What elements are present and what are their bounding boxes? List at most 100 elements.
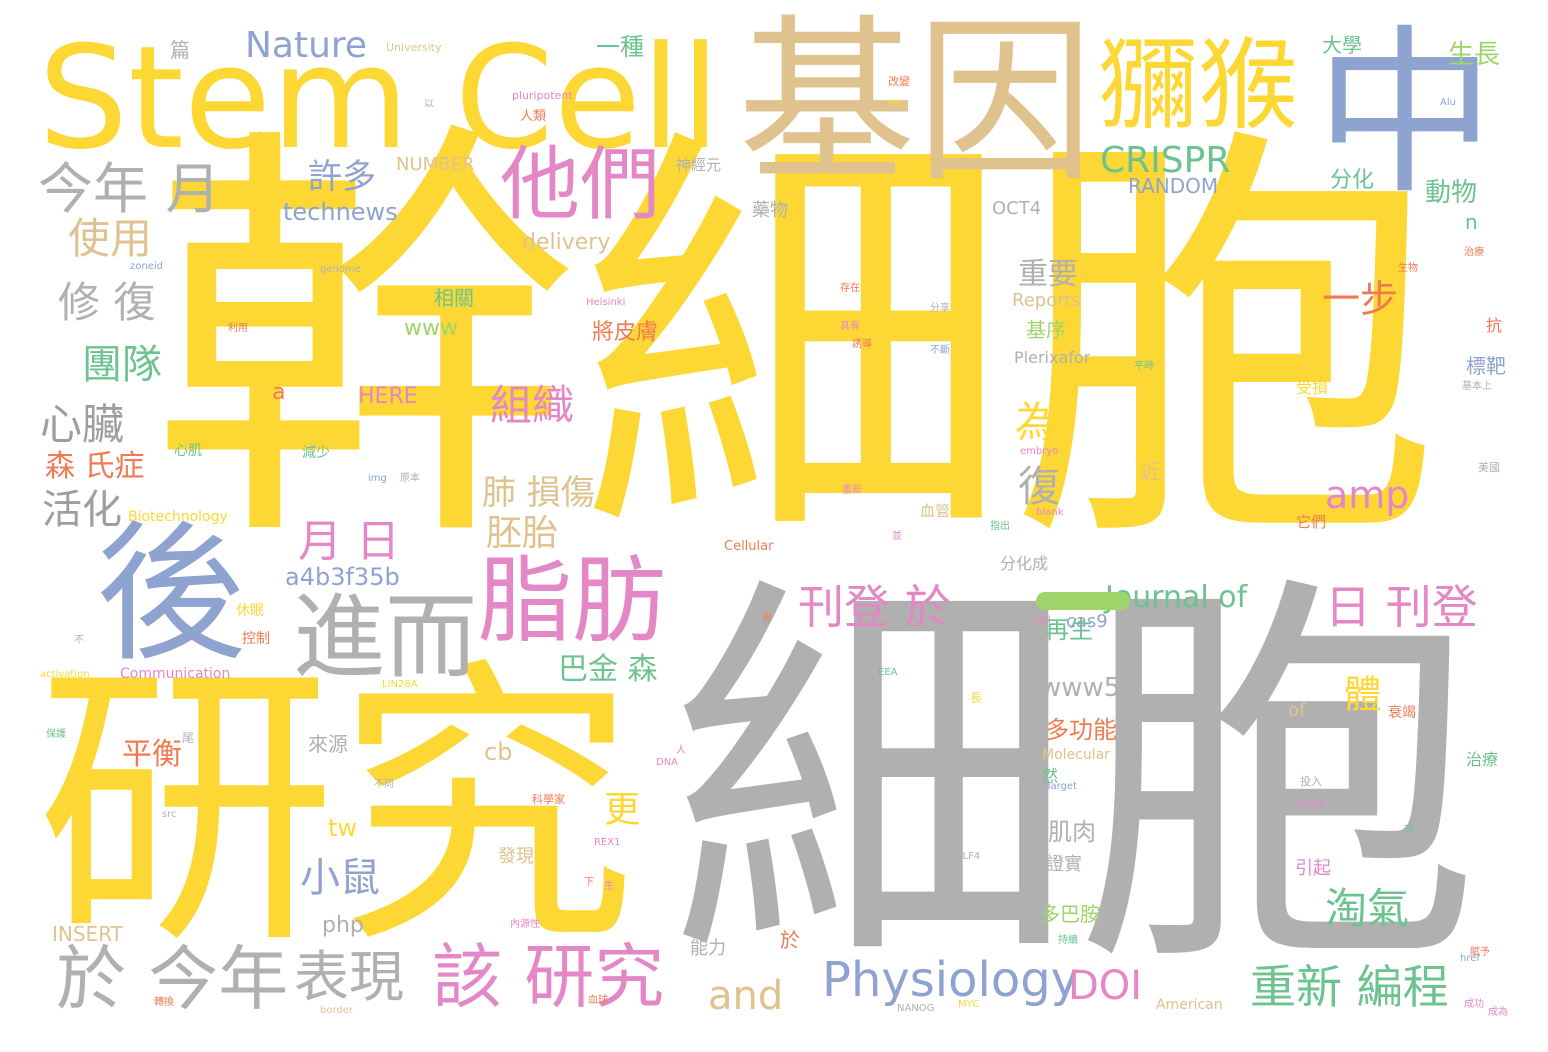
word-a: a xyxy=(272,380,286,405)
word-shoushang: 受損 xyxy=(1296,378,1329,397)
word-mihou: 獼猴 xyxy=(1098,27,1298,144)
word-gen: 更 xyxy=(598,790,639,826)
word-sheng: 生 xyxy=(604,881,614,892)
word-cellular: Cellular xyxy=(724,539,774,554)
word-duogongneng: 多功能 xyxy=(1045,716,1117,744)
word-plerixafor: Plerixafor xyxy=(1014,348,1091,367)
word-wu: 毋 xyxy=(762,613,772,624)
word-here: HERE xyxy=(358,384,418,409)
word-ren: 人 xyxy=(676,745,686,756)
word-biotechnology: Biotechnology xyxy=(128,509,228,525)
word-xiumian: 休眠 xyxy=(236,603,264,619)
word-zuzhi: 組織 xyxy=(490,381,575,430)
word-zhichu: 指出 xyxy=(990,521,1010,532)
word-lung: Lung xyxy=(1302,203,1334,218)
word-href: href xyxy=(1460,953,1480,964)
word-cb: cb xyxy=(484,738,513,766)
word-renlei: 人類 xyxy=(520,109,547,124)
word-jiben: 基本上 xyxy=(1462,381,1492,392)
word-meiguo: 美國 xyxy=(1478,461,1500,474)
word-bajinsen: 巴金 森 xyxy=(558,652,658,687)
word-tuandui: 團隊 xyxy=(82,342,162,388)
word-helsinki: Helsinki xyxy=(586,297,626,308)
word-xibao-yellow: 幹細胞 xyxy=(150,95,1440,595)
word-shenjingyuan: 神經元 xyxy=(676,156,722,174)
word-jiangpifu: 將皮膚 xyxy=(592,320,659,345)
word-yibu: 一步 xyxy=(1322,277,1399,321)
word-butong: 不同 xyxy=(374,779,394,790)
word-alu: Alu xyxy=(1440,97,1456,108)
word-zhengshi: 證實 xyxy=(1046,854,1082,875)
word-nature: Nature xyxy=(245,25,368,66)
word-shuaijie: 衰竭 xyxy=(1388,705,1416,721)
word-baohu: 保護 xyxy=(46,729,66,740)
word-ti: 體 xyxy=(1337,674,1381,712)
word-laiyuan: 來源 xyxy=(308,732,348,756)
word-yanjiu: 研究 xyxy=(36,635,636,984)
word-faxian: 發現 xyxy=(498,846,534,867)
word-tw: tw xyxy=(328,814,358,842)
word-huohua: 活化 xyxy=(42,487,122,533)
word-a4b3f35b: a4b3f35b xyxy=(285,563,400,591)
word-xuduo: 許多 xyxy=(308,157,376,197)
word-zhong: 中 xyxy=(1315,10,1496,219)
word-gaibian: 改變 xyxy=(888,75,910,88)
word-n: n xyxy=(1465,210,1478,234)
word-yuanben: 原本 xyxy=(400,473,420,484)
word-chixu: 持續 xyxy=(1058,935,1078,946)
word-number: NUMBER xyxy=(396,154,475,175)
word-activation: activation xyxy=(40,669,90,680)
word-doi: DOI xyxy=(1068,963,1143,1009)
word-jirou: 肌肉 xyxy=(1048,818,1096,846)
word-chengwei: 成為 xyxy=(1488,1007,1508,1018)
word-ri-kandeng: 日 刊登 xyxy=(1325,580,1478,634)
word-biaoxian: 表現 xyxy=(294,945,405,1009)
word-delivery: delivery xyxy=(522,230,611,255)
word-xinji: 心肌 xyxy=(174,443,202,459)
word-nengli: 能力 xyxy=(690,938,726,959)
word-xiufu: 修 復 xyxy=(58,278,156,327)
word-www: www xyxy=(404,316,458,341)
word-eea: EEA xyxy=(878,667,898,678)
word-wei: 為 xyxy=(1015,398,1058,447)
word-zhiliao: 治療 xyxy=(1466,750,1499,769)
word-border: border xyxy=(320,1005,354,1016)
word-amp: amp xyxy=(1325,473,1410,517)
word-klf4: KLF4 xyxy=(956,851,981,862)
word-fu: 復 xyxy=(1018,462,1061,511)
word-hou: 後 xyxy=(96,508,247,682)
word-xinzang: 心臟 xyxy=(40,400,125,449)
word-bu: 不 xyxy=(74,635,84,646)
word-zoneid: zoneid xyxy=(130,261,163,272)
word-oct4: OCT4 xyxy=(992,198,1042,219)
word-tamen2: 它們 xyxy=(1296,513,1327,531)
word-kongzhi: 控制 xyxy=(242,631,270,647)
word-duobaan: 多巴胺 xyxy=(1040,902,1100,926)
word-genome: genome xyxy=(320,264,361,275)
word-jianshao: 減少 xyxy=(302,445,330,461)
word-chongxin: 重新 xyxy=(842,485,862,496)
word-kang: 抗 xyxy=(1486,316,1503,335)
word-xiangguan: 相關 xyxy=(434,286,474,310)
word-nanog: NANOG xyxy=(897,1003,935,1014)
word-jixu: 基序 xyxy=(1026,318,1066,342)
word-zhifang: 脂肪 xyxy=(478,547,667,656)
word-zhongyao: 重要 xyxy=(1018,257,1078,292)
word-daxue: 大學 xyxy=(1322,33,1362,57)
word-blank: blank xyxy=(1036,507,1064,518)
word-american: American xyxy=(1156,997,1223,1013)
word-cunzai: 存在 xyxy=(840,283,860,294)
word-aw: aw xyxy=(888,97,903,108)
word-yue-ri: 月 日 xyxy=(298,516,400,567)
word-cas9: cas9 xyxy=(1066,611,1108,632)
word-fuyu: 賦予 xyxy=(1470,947,1490,958)
word-shengzhang: 生長 xyxy=(1448,40,1501,70)
word-yinqi: 引起 xyxy=(1295,858,1331,879)
word-molecular: Molecular xyxy=(1042,747,1110,763)
word-embryo: embryo xyxy=(1020,446,1059,457)
word-yi: 以 xyxy=(424,99,434,110)
word-dongwu: 動物 xyxy=(1425,178,1478,208)
word-xuexibao: 血球 xyxy=(588,995,608,1006)
word-yu-jinnian: 於 今年 xyxy=(56,938,289,1020)
